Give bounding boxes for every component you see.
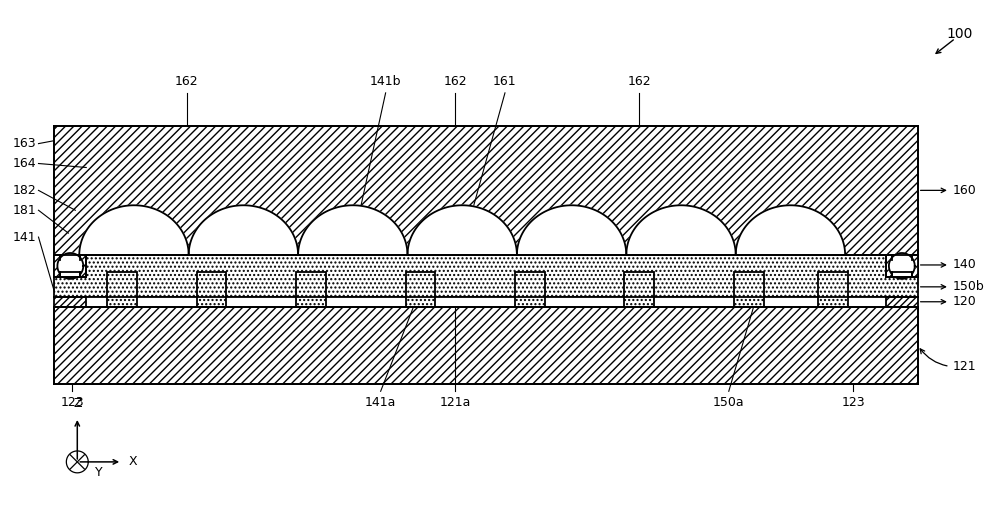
Bar: [892, 272, 912, 277]
Text: 150a: 150a: [713, 396, 745, 409]
Bar: [54, 255, 918, 297]
Text: 181: 181: [13, 204, 36, 217]
Text: Z: Z: [73, 397, 82, 410]
Text: 140: 140: [921, 259, 976, 271]
Polygon shape: [889, 253, 915, 279]
Text: Y: Y: [95, 466, 103, 479]
Text: 162: 162: [175, 75, 199, 88]
Text: 141: 141: [13, 231, 36, 244]
Bar: [515, 272, 545, 307]
Polygon shape: [517, 205, 626, 255]
Text: 182: 182: [13, 184, 36, 197]
Bar: [54, 255, 86, 277]
Polygon shape: [79, 205, 189, 255]
Bar: [818, 272, 848, 307]
Polygon shape: [189, 205, 298, 255]
Bar: [107, 272, 137, 307]
Text: 161: 161: [493, 75, 517, 88]
Polygon shape: [626, 205, 736, 255]
Text: 123: 123: [61, 396, 84, 409]
Polygon shape: [736, 205, 845, 255]
Bar: [892, 255, 912, 260]
Bar: [197, 272, 226, 307]
Bar: [54, 126, 918, 255]
Text: 162: 162: [443, 75, 467, 88]
Polygon shape: [408, 205, 517, 255]
Text: 121: 121: [920, 349, 976, 373]
Bar: [296, 272, 326, 307]
Bar: [54, 297, 86, 307]
Text: 150b: 150b: [921, 280, 984, 294]
Text: X: X: [129, 455, 138, 468]
Text: 100: 100: [946, 27, 973, 41]
Text: 121a: 121a: [440, 396, 471, 409]
Text: 141a: 141a: [365, 396, 396, 409]
Text: 123: 123: [841, 396, 865, 409]
Bar: [406, 272, 435, 307]
Text: 141b: 141b: [370, 75, 401, 88]
Polygon shape: [57, 253, 83, 279]
Text: 163: 163: [13, 137, 36, 150]
Bar: [60, 255, 80, 260]
Bar: [54, 307, 918, 384]
Polygon shape: [298, 205, 408, 255]
Text: 160: 160: [921, 184, 976, 197]
Text: 162: 162: [627, 75, 651, 88]
Bar: [86, 297, 886, 307]
Text: 164: 164: [13, 157, 36, 170]
Bar: [60, 272, 80, 277]
Bar: [734, 272, 764, 307]
Bar: [886, 255, 918, 277]
Bar: [624, 272, 654, 307]
Text: 120: 120: [921, 295, 976, 308]
Bar: [886, 297, 918, 307]
